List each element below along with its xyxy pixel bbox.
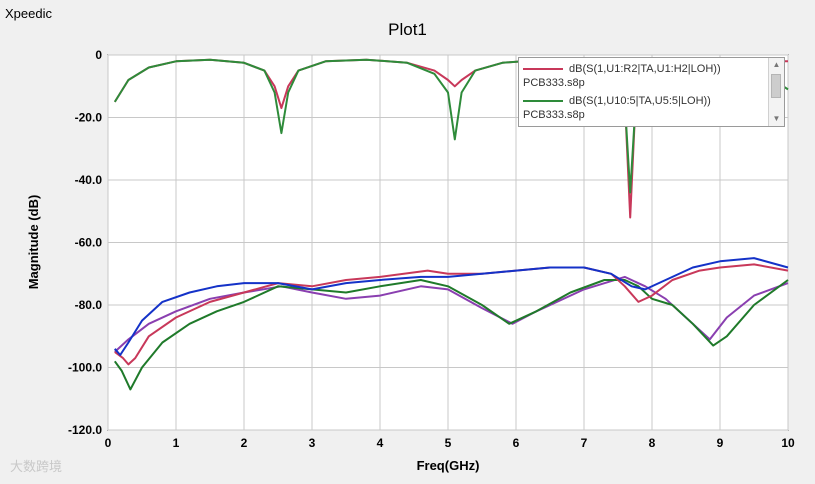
y-tick-label: -120.0: [68, 423, 102, 437]
x-tick-label: 6: [513, 436, 520, 450]
legend[interactable]: dB(S(1,U1:R2|TA,U1:H2|LOH)) PCB333.s8p d…: [518, 57, 785, 127]
tick-labels: 0 1 2 3 4 5 6 7 8 9 10 0 -20.0 -40.0 -60.0 -80.0 -100.0 -…: [68, 48, 795, 450]
x-tick-label: 8: [649, 436, 656, 450]
x-tick-label: 0: [105, 436, 112, 450]
legend-entry-2[interactable]: dB(S(1,U10:5|TA,U5:5|LOH)): [523, 94, 711, 108]
x-tick-label: 7: [581, 436, 588, 450]
series-line-6[interactable]: [114, 257, 789, 356]
legend-label-2: dB(S(1,U10:5|TA,U5:5|LOH)): [569, 95, 711, 107]
scroll-thumb[interactable]: [771, 74, 781, 98]
chart-title: Plot1: [388, 20, 427, 39]
x-tick-label: 9: [717, 436, 724, 450]
series-line-4[interactable]: [113, 279, 789, 391]
y-tick-label: -80.0: [75, 298, 103, 312]
legend-file-1: PCB333.s8p: [523, 77, 585, 89]
series-line-5[interactable]: [114, 263, 789, 366]
y-axis-label: Magnitude (dB): [26, 195, 41, 290]
y-tick-label: -20.0: [75, 111, 103, 125]
y-tick-label: -40.0: [75, 173, 103, 187]
y-tick-label: -60.0: [75, 236, 103, 250]
scroll-down-icon[interactable]: ▼: [772, 114, 781, 123]
y-tick-label: 0: [95, 48, 102, 62]
app-title: Xpeedic: [5, 6, 52, 21]
x-tick-label: 1: [173, 436, 180, 450]
x-tick-label: 5: [445, 436, 452, 450]
scroll-up-icon[interactable]: ▲: [772, 60, 781, 69]
x-tick-label: 10: [781, 436, 795, 450]
x-tick-label: 3: [309, 436, 316, 450]
legend-file-2: PCB333.s8p: [523, 109, 585, 121]
x-axis-label: Freq(GHz): [417, 458, 480, 473]
legend-entry-1[interactable]: dB(S(1,U1:R2|TA,U1:H2|LOH)): [523, 62, 721, 76]
grid: [107, 54, 789, 431]
legend-swatch-2: [523, 100, 563, 103]
x-tick-label: 4: [377, 436, 384, 450]
legend-label-1: dB(S(1,U1:R2|TA,U1:H2|LOH)): [569, 63, 721, 75]
legend-scrollbar[interactable]: ▲ ▼: [768, 58, 784, 126]
watermark: 大数跨境: [10, 459, 63, 474]
y-tick-label: -100.0: [68, 361, 102, 375]
legend-swatch-1: [523, 68, 563, 71]
x-tick-label: 2: [241, 436, 248, 450]
